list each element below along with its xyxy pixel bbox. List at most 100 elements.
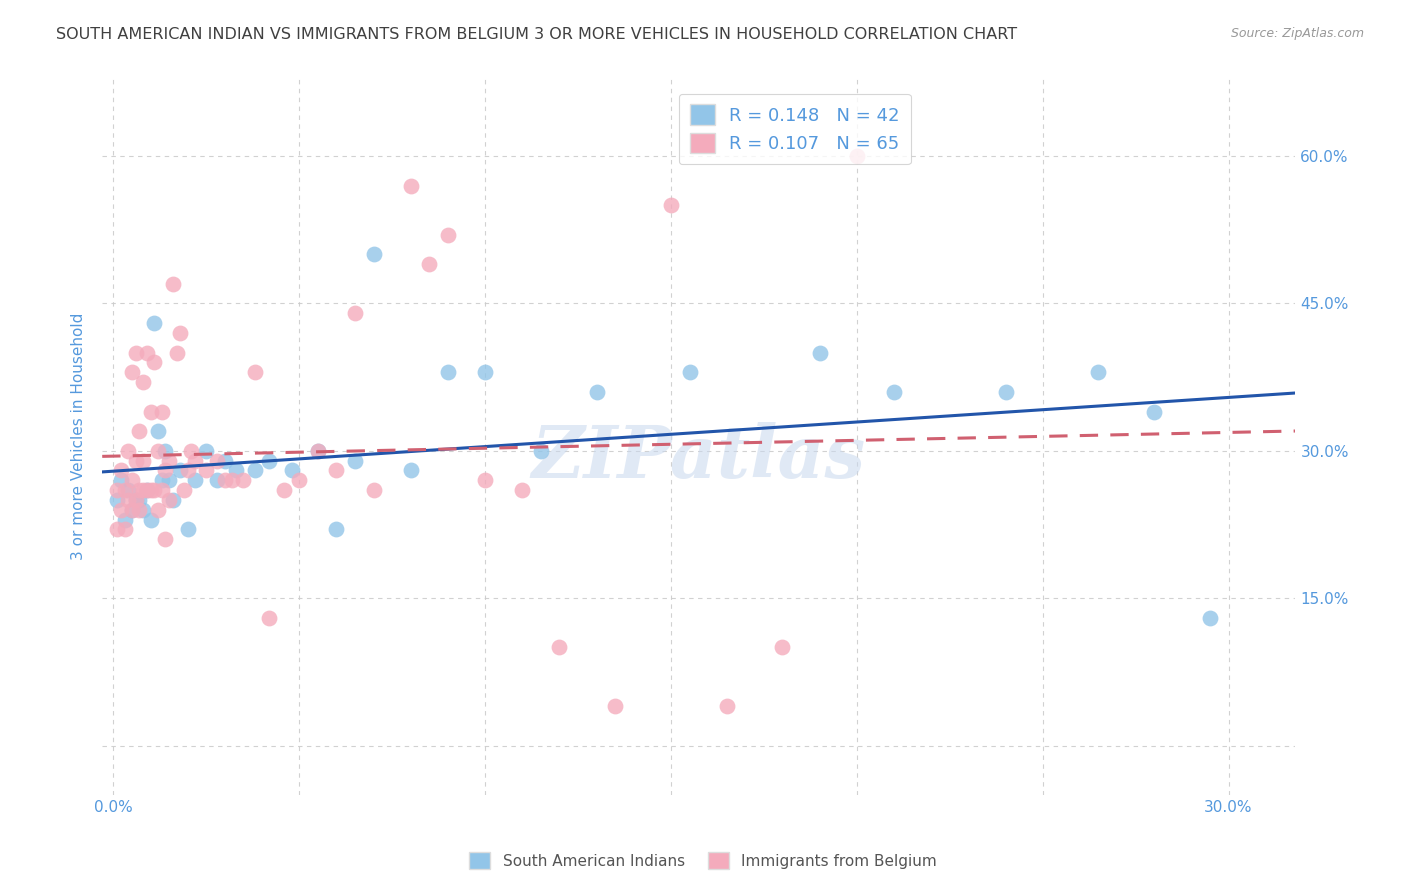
Point	[195, 463, 218, 477]
Point	[1199, 611, 1222, 625]
Point	[243, 463, 266, 477]
Point	[124, 345, 146, 359]
Point	[146, 424, 169, 438]
Point	[808, 345, 831, 359]
Point	[259, 453, 281, 467]
Point	[157, 473, 180, 487]
Point	[845, 149, 868, 163]
Point	[150, 404, 173, 418]
Point	[157, 453, 180, 467]
Point	[232, 473, 254, 487]
Point	[184, 453, 207, 467]
Point	[678, 365, 700, 379]
Point	[162, 492, 184, 507]
Point	[510, 483, 533, 497]
Point	[994, 384, 1017, 399]
Point	[124, 492, 146, 507]
Legend: South American Indians, Immigrants from Belgium: South American Indians, Immigrants from …	[463, 846, 943, 875]
Point	[437, 365, 460, 379]
Point	[155, 533, 177, 547]
Point	[132, 502, 155, 516]
Text: Source: ZipAtlas.com: Source: ZipAtlas.com	[1230, 27, 1364, 40]
Point	[173, 483, 195, 497]
Point	[883, 384, 905, 399]
Text: SOUTH AMERICAN INDIAN VS IMMIGRANTS FROM BELGIUM 3 OR MORE VEHICLES IN HOUSEHOLD: SOUTH AMERICAN INDIAN VS IMMIGRANTS FROM…	[56, 27, 1018, 42]
Point	[363, 483, 385, 497]
Point	[474, 473, 496, 487]
Point	[150, 473, 173, 487]
Point	[121, 502, 143, 516]
Point	[399, 463, 422, 477]
Point	[155, 463, 177, 477]
Point	[114, 523, 136, 537]
Point	[146, 443, 169, 458]
Point	[146, 502, 169, 516]
Point	[132, 453, 155, 467]
Point	[207, 473, 229, 487]
Point	[273, 483, 295, 497]
Point	[530, 443, 553, 458]
Point	[1143, 404, 1166, 418]
Point	[259, 611, 281, 625]
Point	[659, 198, 682, 212]
Point	[177, 463, 200, 477]
Point	[128, 492, 150, 507]
Point	[121, 473, 143, 487]
Point	[169, 463, 191, 477]
Point	[157, 492, 180, 507]
Point	[143, 483, 166, 497]
Point	[281, 463, 304, 477]
Point	[105, 492, 128, 507]
Point	[169, 326, 191, 340]
Point	[585, 384, 607, 399]
Point	[418, 257, 440, 271]
Point	[143, 316, 166, 330]
Point	[114, 483, 136, 497]
Point	[143, 355, 166, 369]
Point	[124, 453, 146, 467]
Point	[474, 365, 496, 379]
Point	[214, 453, 236, 467]
Point	[177, 523, 200, 537]
Point	[155, 443, 177, 458]
Point	[343, 453, 366, 467]
Point	[243, 365, 266, 379]
Point	[214, 473, 236, 487]
Point	[128, 424, 150, 438]
Point	[135, 483, 157, 497]
Point	[221, 473, 243, 487]
Point	[110, 502, 132, 516]
Point	[128, 502, 150, 516]
Point	[135, 345, 157, 359]
Point	[117, 492, 139, 507]
Point	[1087, 365, 1109, 379]
Y-axis label: 3 or more Vehicles in Household: 3 or more Vehicles in Household	[72, 312, 86, 560]
Point	[139, 404, 162, 418]
Point	[166, 345, 188, 359]
Point	[437, 227, 460, 242]
Point	[325, 523, 347, 537]
Point	[110, 463, 132, 477]
Point	[117, 483, 139, 497]
Point	[399, 178, 422, 193]
Point	[110, 473, 132, 487]
Point	[195, 443, 218, 458]
Point	[307, 443, 329, 458]
Point	[139, 483, 162, 497]
Point	[184, 473, 207, 487]
Point	[307, 443, 329, 458]
Point	[150, 483, 173, 497]
Point	[121, 502, 143, 516]
Point	[135, 483, 157, 497]
Point	[363, 247, 385, 261]
Point	[716, 699, 738, 714]
Point	[124, 492, 146, 507]
Point	[207, 453, 229, 467]
Text: ZIPatlas: ZIPatlas	[531, 422, 866, 493]
Point	[105, 483, 128, 497]
Legend: R = 0.148   N = 42, R = 0.107   N = 65: R = 0.148 N = 42, R = 0.107 N = 65	[679, 94, 911, 164]
Point	[325, 463, 347, 477]
Point	[180, 443, 202, 458]
Point	[132, 375, 155, 389]
Point	[128, 483, 150, 497]
